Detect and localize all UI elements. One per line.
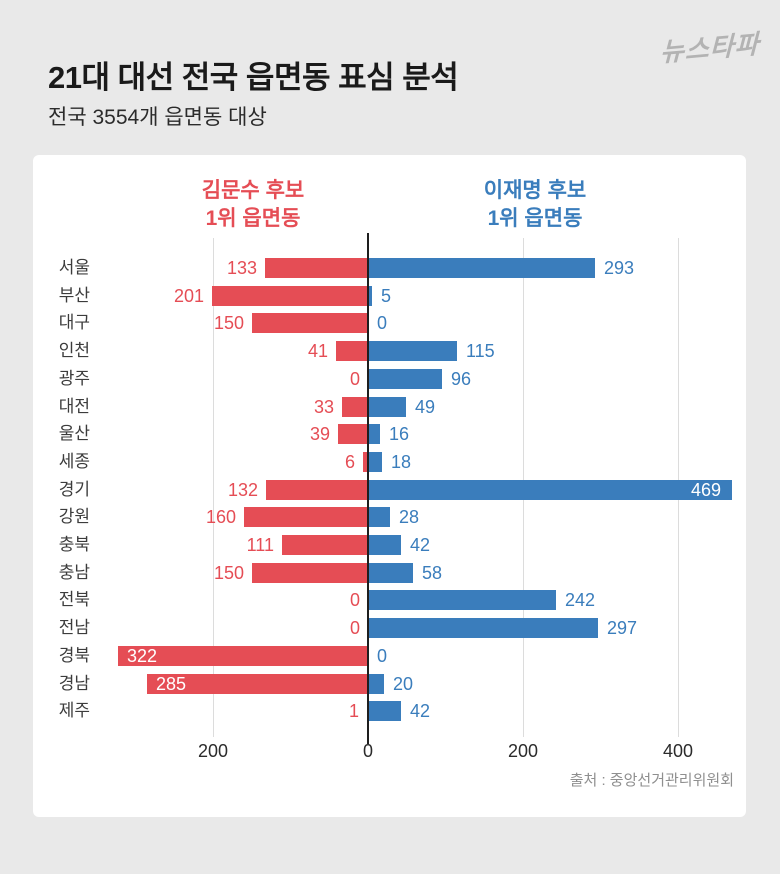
- chart-panel: 김문수 후보 1위 읍면동 이재명 후보 1위 읍면동 서울 133 293 부산 20…: [33, 155, 746, 817]
- legend-lee-line2: 1위 읍면동: [487, 206, 583, 230]
- legend-kim-line2: 1위 읍면동: [205, 206, 301, 230]
- value-label-right: 16: [389, 424, 410, 444]
- bar-left: [282, 535, 368, 555]
- category-label: 전남: [58, 618, 90, 637]
- value-label-right: 0: [377, 313, 388, 333]
- newstapa-logo: 뉴스타파: [660, 28, 761, 68]
- bar-left: [337, 424, 368, 444]
- value-label-left: 0: [349, 590, 360, 610]
- value-label-left: 39: [309, 424, 330, 444]
- value-label-left: 0: [349, 618, 360, 638]
- legend-lee-jae-myung: 이재명 후보 1위 읍면동: [425, 177, 645, 232]
- x-tick-label: 400: [662, 741, 694, 761]
- bar-right: [368, 258, 596, 278]
- legend-lee-line1: 이재명 후보: [483, 179, 587, 202]
- bar-left: [212, 286, 368, 306]
- value-label-left: 1: [348, 701, 359, 721]
- value-label-right: 42: [410, 535, 431, 555]
- category-label: 전북: [58, 590, 90, 609]
- bar-left: [118, 646, 368, 666]
- value-label-right: 28: [399, 507, 420, 527]
- value-label-right: 0: [377, 646, 388, 666]
- bar-right: [368, 397, 406, 417]
- value-label-right: 18: [391, 452, 412, 472]
- value-label-left: 322: [127, 646, 158, 666]
- category-label: 광주: [58, 369, 90, 388]
- value-label-left: 6: [344, 452, 355, 472]
- value-label-right: 96: [451, 369, 472, 389]
- bar-right: [368, 590, 556, 610]
- value-label-right: 242: [565, 590, 596, 610]
- chart-plot: 서울 133 293 부산 201 5 대구 150 0 인천 41 115 광주 0 96 대전 33 49 울산…: [33, 233, 746, 744]
- value-label-right: 297: [607, 618, 638, 638]
- bar-left: [363, 452, 369, 472]
- bar-right: [368, 424, 381, 444]
- bar-right: [368, 535, 401, 555]
- bar-left: [147, 674, 368, 694]
- bar-right: [368, 341, 458, 361]
- category-label: 충북: [58, 535, 90, 554]
- value-label-left: 33: [313, 397, 334, 417]
- value-label-left: 201: [173, 286, 204, 306]
- category-label: 대전: [58, 397, 90, 416]
- value-label-left: 150: [213, 563, 244, 583]
- bar-left: [265, 480, 368, 500]
- page-title: 21대 대선 전국 읍면동 표심 분석: [48, 60, 459, 95]
- category-label: 서울: [58, 258, 90, 277]
- value-label-left: 160: [205, 507, 236, 527]
- value-label-left: 111: [246, 535, 274, 555]
- value-label-right: 115: [466, 341, 495, 361]
- category-label: 제주: [58, 701, 90, 720]
- category-label: 경남: [58, 674, 90, 693]
- category-label: 부산: [58, 286, 90, 305]
- bar-right: [368, 480, 732, 500]
- bar-left: [244, 507, 368, 527]
- value-label-right: 49: [415, 397, 436, 417]
- x-tick-label: 0: [362, 741, 373, 761]
- bar-left: [251, 313, 369, 333]
- value-label-right: 42: [410, 701, 431, 721]
- bar-right: [368, 701, 401, 721]
- category-label: 인천: [58, 341, 90, 360]
- category-label: 경기: [58, 480, 90, 499]
- category-label: 울산: [58, 424, 90, 443]
- zero-axis-line: [367, 233, 369, 744]
- bar-left: [342, 397, 368, 417]
- gridline: [213, 238, 214, 737]
- bar-left: [336, 341, 368, 361]
- value-label-left: 0: [349, 369, 360, 389]
- bar-right: [368, 674, 384, 694]
- bar-right: [368, 563, 413, 583]
- bar-left: [264, 258, 368, 278]
- category-label: 세종: [58, 452, 90, 471]
- category-label: 충남: [58, 563, 90, 582]
- category-label: 경북: [58, 646, 90, 665]
- bar-right: [368, 286, 372, 306]
- source-caption: 출처 : 중앙선거관리위원회: [569, 772, 734, 789]
- value-label-left: 132: [227, 480, 258, 500]
- value-label-right: 5: [381, 286, 392, 306]
- x-tick-label: 200: [197, 741, 229, 761]
- value-label-left: 150: [213, 313, 244, 333]
- bar-left: [251, 563, 369, 583]
- value-label-right: 58: [422, 563, 443, 583]
- category-label: 대구: [58, 313, 90, 332]
- value-label-right: 20: [393, 674, 414, 694]
- bar-right: [368, 618, 599, 638]
- value-label-left: 41: [307, 341, 328, 361]
- legend-kim-moon-soo: 김문수 후보 1위 읍면동: [143, 177, 363, 232]
- value-label-left: 285: [156, 674, 187, 694]
- legend-kim-line1: 김문수 후보: [201, 179, 305, 202]
- value-label-right: 469: [690, 480, 721, 500]
- x-tick-label: 200: [507, 741, 539, 761]
- value-label-right: 293: [604, 258, 635, 278]
- page-subtitle: 전국 3554개 읍면동 대상: [48, 106, 267, 129]
- value-label-left: 133: [226, 258, 257, 278]
- bar-right: [368, 507, 390, 527]
- bar-right: [368, 369, 443, 389]
- category-label: 강원: [58, 507, 90, 526]
- bar-right: [368, 452, 382, 472]
